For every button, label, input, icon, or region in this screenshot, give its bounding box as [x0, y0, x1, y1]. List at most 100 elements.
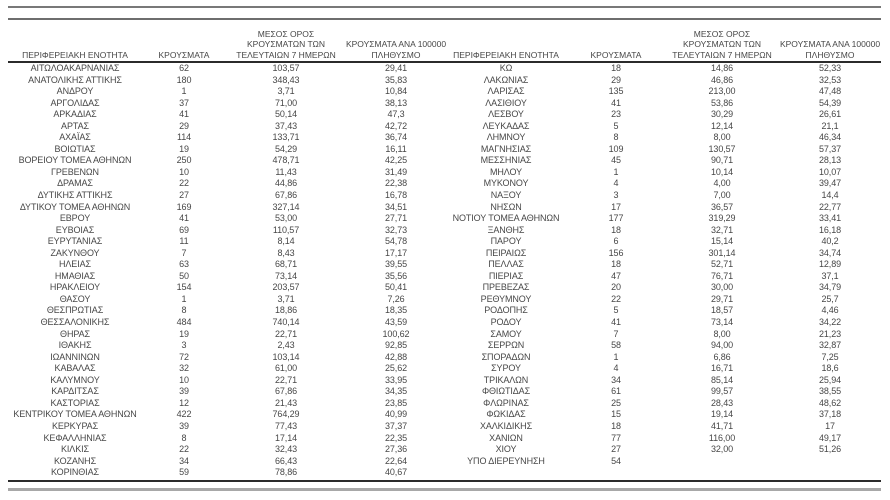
cell-avg7: 19,14: [710, 409, 734, 420]
cell-cases: 3: [181, 340, 187, 351]
cell-per100k: 54,78: [384, 236, 408, 247]
table-row: ΚΑΣΤΟΡΙΑΣ 12 21,43 23,85: [8, 398, 446, 410]
cell-region: ΤΡΙΚΑΛΩΝ: [483, 374, 529, 385]
table-row: ΛΑΚΩΝΙΑΣ 29 46,86 32,53: [446, 75, 882, 87]
col-header-cases: ΚΡΟΥΣΜΑΤΑ: [142, 50, 226, 61]
cell-per100k: 92,85: [384, 340, 408, 351]
table-row: ΕΒΡΟΥ 41 53,00 27,71: [8, 213, 446, 225]
cell-cases: 29: [179, 120, 189, 131]
cell-avg7: 68,71: [274, 259, 298, 270]
cell-per100k: 34,79: [818, 282, 842, 293]
cell-cases: 41: [611, 97, 621, 108]
cell-region: ΚΩ: [499, 63, 513, 73]
cell-cases: 15: [611, 409, 621, 420]
cell-region: ΔΥΤΙΚΗΣ ΑΤΤΙΚΗΣ: [37, 190, 113, 201]
cell-cases: 422: [176, 409, 192, 420]
cell-region: ΜΗΛΟΥ: [489, 166, 523, 177]
cell-cases: 17: [611, 201, 621, 212]
cell-avg7: 130,57: [708, 143, 736, 154]
cell-avg7: 14,86: [710, 63, 734, 73]
table-row: ΚΕΡΚΥΡΑΣ 39 77,43 37,37: [8, 421, 446, 433]
table-row: ΣΕΡΡΩΝ 58 94,00 32,87: [446, 340, 882, 352]
cell-cases: 12: [179, 397, 189, 408]
table-row: ΦΛΩΡΙΝΑΣ 25 28,43 48,62: [446, 398, 882, 410]
cell-region: ΝΗΣΩΝ: [490, 201, 522, 212]
table-row: ΗΡΑΚΛΕΙΟΥ 154 203,57 50,41: [8, 282, 446, 294]
cell-per100k: 42,25: [384, 155, 408, 166]
cell-per100k: 26,61: [818, 109, 842, 120]
cell-avg7: 16,71: [710, 363, 734, 374]
cell-region: ΑΡΓΟΛΙΔΑΣ: [50, 97, 100, 108]
table-row: ΧΑΛΚΙΔΙΚΗΣ 18 41,71 17: [446, 421, 882, 433]
cell-cases: 1: [181, 293, 187, 304]
cell-avg7: 54,29: [274, 143, 298, 154]
cell-avg7: 11,43: [275, 166, 297, 177]
cell-cases: 34: [611, 374, 621, 385]
cell-avg7: 36,57: [710, 201, 734, 212]
cell-per100k: 10,07: [818, 166, 842, 177]
cell-avg7: 52,71: [710, 259, 734, 270]
cell-cases: 5: [613, 305, 619, 316]
table-row: ΠΕΙΡΑΙΩΣ 156 301,14 34,74: [446, 248, 882, 260]
table-row: ΜΕΣΣΗΝΙΑΣ 45 90,71 28,13: [446, 155, 882, 167]
cell-region: ΧΑΝΙΩΝ: [489, 432, 523, 443]
cell-region: ΔΡΑΜΑΣ: [57, 178, 93, 189]
cell-avg7: 99,57: [710, 386, 734, 397]
col-header-avg7-line1: ΜΕΣΟΣ ΟΡΟΣ: [693, 28, 751, 39]
cell-per100k: 50,41: [384, 282, 408, 293]
cell-cases: 37: [179, 97, 189, 108]
cell-per100k: 32,73: [384, 224, 408, 235]
cell-region: ΚΟΡΙΝΘΙΑΣ: [51, 467, 99, 478]
cell-avg7: 67,86: [274, 386, 298, 397]
cell-per100k: 40,67: [384, 467, 408, 478]
cell-region: ΧΙΟΥ: [495, 444, 517, 455]
col-header-avg7-line2: ΚΡΟΥΣΜΑΤΩΝ ΤΩΝ: [683, 39, 761, 49]
table-row: ΧΑΝΙΩΝ 77 116,00 49,17: [446, 433, 882, 445]
cell-avg7: 103,57: [272, 63, 300, 73]
table-row: ΔΥΤΙΚΗΣ ΑΤΤΙΚΗΣ 27 67,86 16,78: [8, 190, 446, 202]
cell-cases: 18: [611, 420, 621, 431]
cell-avg7: 478,71: [272, 155, 300, 166]
cell-region: ΑΙΤΩΛΟΑΚΑΡΝΑΝΙΑΣ: [30, 63, 120, 73]
cell-region: ΖΑΚΥΝΘΟΥ: [50, 247, 100, 258]
page-bottom-rule: [8, 488, 881, 491]
table-row: ΛΕΥΚΑΔΑΣ 5 12,14 21,1: [446, 121, 882, 133]
cell-avg7: 44,86: [274, 178, 298, 189]
cell-per100k: 35,56: [384, 270, 408, 281]
cell-region: ΠΡΕΒΕΖΑΣ: [482, 282, 530, 293]
cell-per100k: 7,25: [821, 351, 839, 362]
cell-cases: 59: [179, 467, 189, 478]
cell-cases: 10: [179, 166, 189, 177]
cell-cases: 22: [611, 293, 621, 304]
cell-region: ΠΕΙΡΑΙΩΣ: [485, 247, 527, 258]
cell-avg7: 32,00: [710, 444, 734, 455]
cell-per100k: 42,72: [384, 120, 408, 131]
cell-per100k: 40,99: [384, 409, 408, 420]
table-row: ΜΗΛΟΥ 1 10,14 10,07: [446, 167, 882, 179]
cell-avg7: 133,71: [272, 132, 300, 143]
cell-avg7: 2,43: [277, 340, 295, 351]
table-row: ΔΥΤΙΚΟΥ ΤΟΜΕΑ ΑΘΗΝΩΝ 169 327,14 34,51: [8, 202, 446, 214]
table-row: ΚΑΡΔΙΤΣΑΣ 39 67,86 34,35: [8, 386, 446, 398]
table-row: ΠΡΕΒΕΖΑΣ 20 30,00 34,79: [446, 282, 882, 294]
table-row: ΚΕΝΤΡΙΚΟΥ ΤΟΜΕΑ ΑΘΗΝΩΝ 422 764,29 40,99: [8, 409, 446, 421]
table-row: ΑΝΔΡΟΥ 1 3,71 10,84: [8, 86, 446, 98]
col-header-avg7-line2: ΚΡΟΥΣΜΑΤΩΝ ΤΩΝ: [247, 39, 325, 49]
cell-cases: 10: [179, 374, 189, 385]
cell-region: ΘΑΣΟΥ: [59, 293, 91, 304]
cell-avg7: 41,71: [710, 420, 734, 431]
cell-cases: 54: [611, 455, 621, 466]
cell-cases: 7: [181, 247, 187, 258]
cell-per100k: 57,37: [818, 143, 842, 154]
cell-per100k: 12,89: [818, 259, 842, 270]
cell-cases: 169: [176, 201, 192, 212]
cell-per100k: 33,41: [818, 213, 842, 224]
cell-region: ΒΟΙΩΤΙΑΣ: [54, 143, 96, 154]
cell-avg7: 78,86: [274, 467, 298, 478]
cell-avg7: 71,00: [274, 97, 298, 108]
cell-cases: 177: [608, 213, 624, 224]
cell-cases: 3: [613, 190, 619, 201]
cell-per100k: 49,17: [818, 432, 842, 443]
cell-region: ΛΕΣΒΟΥ: [488, 109, 524, 120]
